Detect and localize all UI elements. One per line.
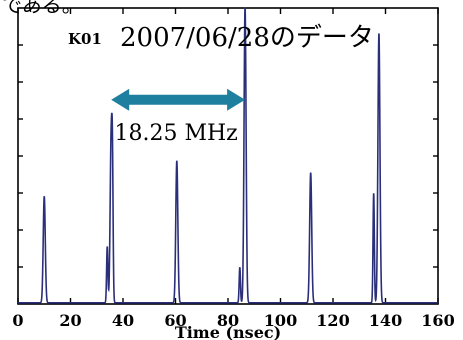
frequency-label: 18.25 MHz (114, 121, 237, 146)
frequency-arrow (111, 88, 246, 111)
x-tick-label: 140 (369, 311, 402, 330)
series-line (18, 7, 438, 304)
chart-title: 2007/06/28のデータ (120, 23, 374, 53)
x-tick-label: 0 (12, 311, 23, 330)
x-tick-label: 100 (264, 311, 297, 330)
peak-point (110, 137, 112, 139)
annotation-group: 18.25 MHz (111, 88, 246, 146)
x-tick-label: 60 (164, 311, 186, 330)
axis-ticks: 0 20 40 60 80 100 120 140 160 (12, 8, 455, 330)
x-tick-label: 40 (112, 311, 134, 330)
x-tick-label: 80 (217, 311, 239, 330)
peak-point (244, 7, 246, 9)
peak-point (43, 196, 45, 199)
x-tick-label: 160 (421, 311, 454, 330)
x-tick-label: 20 (59, 311, 81, 330)
peak-point (378, 34, 380, 36)
peak-point (176, 161, 178, 163)
panel-label: K01 (68, 30, 102, 48)
peak-point (310, 173, 312, 175)
x-tick-label: 120 (316, 311, 349, 330)
series-group (18, 7, 438, 304)
x-axis-label: Time (nsec) (175, 323, 281, 340)
